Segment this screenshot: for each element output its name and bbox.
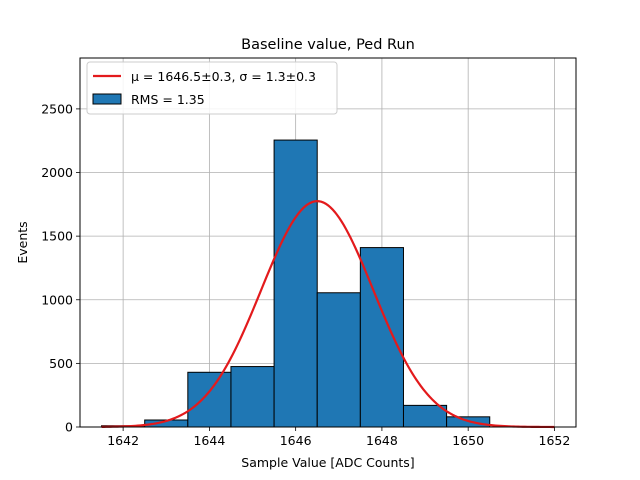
x-tick-label: 1652: [539, 433, 571, 448]
x-tick-label: 1644: [193, 433, 225, 448]
histogram-bar: [230, 366, 275, 428]
histogram-bar: [316, 292, 361, 428]
legend: μ = 1646.5±0.3, σ = 1.3±0.3 RMS = 1.35: [86, 61, 338, 115]
legend-frame: [86, 61, 338, 115]
x-tick-label: 1642: [107, 433, 139, 448]
x-axis-ticks: 1642 1644 1646 1648 1650 1652: [107, 427, 570, 448]
histogram-bars: [101, 139, 491, 428]
legend-fit-label: μ = 1646.5±0.3, σ = 1.3±0.3: [131, 69, 316, 84]
x-tick-label: 1648: [366, 433, 398, 448]
y-axis-ticks: 0 500 1000 1500 2000 2500: [41, 101, 80, 435]
y-axis-label: Events: [15, 221, 30, 263]
y-tick-label: 1500: [41, 229, 73, 244]
y-tick-label: 2500: [41, 101, 73, 116]
histogram-bar: [273, 139, 318, 428]
legend-histogram-label: RMS = 1.35: [131, 92, 205, 107]
histogram-bar: [402, 404, 448, 428]
x-tick-label: 1646: [280, 433, 312, 448]
histogram-bar: [187, 371, 232, 428]
legend-histogram-swatch: [92, 93, 122, 105]
chart-title: Baseline value, Ped Run: [241, 37, 415, 53]
x-axis-label: Sample Value [ADC Counts]: [241, 455, 414, 470]
x-tick-label: 1650: [452, 433, 484, 448]
plot-frame: [79, 57, 577, 428]
y-tick-label: 500: [49, 356, 73, 371]
y-tick-label: 2000: [41, 165, 73, 180]
y-tick-label: 0: [65, 420, 73, 435]
gaussian-fit-curve: [101, 200, 555, 429]
y-tick-label: 1000: [41, 292, 73, 307]
